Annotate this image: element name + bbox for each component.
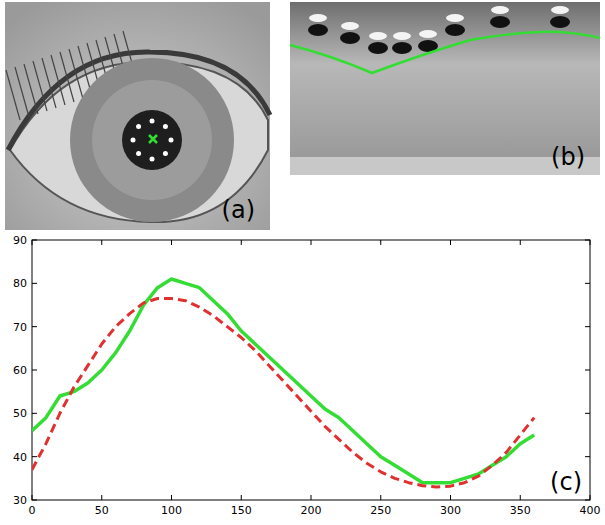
x-tick-label: 0	[29, 504, 36, 517]
x-tick	[101, 495, 102, 500]
y-tick	[32, 500, 37, 501]
x-tick-label: 250	[370, 504, 391, 517]
x-tick	[32, 495, 33, 500]
glint	[131, 138, 136, 143]
x-tick	[101, 240, 102, 245]
glint	[163, 124, 168, 129]
y-tick-label: 70	[13, 321, 27, 334]
x-tick	[241, 240, 242, 245]
y-tick	[32, 456, 37, 457]
y-tick	[32, 240, 37, 241]
pupil-band	[445, 24, 465, 36]
y-tick	[32, 283, 37, 284]
y-tick-label: 30	[13, 494, 27, 507]
glint-band	[419, 30, 437, 38]
pupil	[122, 110, 182, 170]
x-tick	[171, 240, 172, 245]
pupil-band	[550, 16, 570, 28]
series-line	[32, 279, 534, 483]
glint	[163, 151, 168, 156]
y-tick	[585, 500, 590, 501]
image-bg	[290, 2, 600, 157]
y-tick	[585, 283, 590, 284]
eye-image	[5, 2, 270, 230]
glint-band	[393, 32, 411, 40]
panel-label: (b)	[551, 143, 585, 171]
x-tick	[450, 240, 451, 245]
pupil-band	[340, 32, 360, 44]
glint-band	[369, 32, 387, 40]
x-tick-label: 150	[231, 504, 252, 517]
plot-frame	[32, 240, 590, 500]
plot-data	[32, 279, 534, 487]
x-tick	[171, 495, 172, 500]
y-tick	[585, 326, 590, 327]
x-tick-label: 200	[301, 504, 322, 517]
pupil-band	[368, 42, 388, 54]
x-tick	[520, 240, 521, 245]
glint	[150, 157, 155, 162]
panel-label: (a)	[222, 196, 255, 224]
x-tick	[590, 495, 591, 500]
glint	[136, 124, 141, 129]
figure: (a) (b) 0 50 100 150 200 250 300 350 400 30 40 50 60 70…	[0, 0, 605, 525]
y-tick	[32, 370, 37, 371]
x-tick	[450, 495, 451, 500]
pupil-band	[308, 24, 328, 36]
y-tick-label: 50	[13, 407, 27, 420]
iris	[70, 58, 234, 222]
iris-inner	[92, 80, 212, 200]
glint-band	[491, 6, 509, 14]
x-tick-label: 400	[580, 504, 601, 517]
y-tick	[585, 240, 590, 241]
y-tick-label: 40	[13, 451, 27, 464]
glint-band	[446, 14, 464, 22]
glint-band	[341, 22, 359, 30]
glint	[136, 151, 141, 156]
pupil-center	[149, 135, 157, 143]
pupil-band	[392, 42, 412, 54]
glint-band	[309, 14, 327, 22]
glint-band	[551, 6, 569, 14]
series-line	[32, 299, 534, 488]
panel-label: (c)	[550, 468, 582, 496]
x-tick	[520, 495, 521, 500]
boundary-curve	[290, 32, 600, 73]
y-tick-label: 60	[13, 364, 27, 377]
y-tick-label: 90	[13, 234, 27, 247]
glint	[169, 138, 174, 143]
y-tick	[32, 326, 37, 327]
x-tick	[241, 495, 242, 500]
x-tick	[311, 495, 312, 500]
x-tick-label: 100	[161, 504, 182, 517]
x-tick	[380, 240, 381, 245]
x-tick-label: 300	[440, 504, 461, 517]
x-tick-label: 350	[510, 504, 531, 517]
x-tick	[311, 240, 312, 245]
x-tick	[590, 240, 591, 245]
x-tick	[380, 495, 381, 500]
y-tick	[32, 413, 37, 414]
unwrapped-image	[290, 2, 600, 175]
axes: 0 50 100 150 200 250 300 350 400 30 40 50 60 70 80 90	[13, 234, 601, 517]
x-tick	[32, 240, 33, 245]
y-tick	[585, 413, 590, 414]
image-bg	[5, 2, 270, 230]
y-tick	[585, 370, 590, 371]
y-tick	[585, 456, 590, 457]
pupil-band	[490, 16, 510, 28]
x-tick-label: 50	[95, 504, 109, 517]
y-tick-label: 80	[13, 277, 27, 290]
glint	[150, 119, 155, 124]
